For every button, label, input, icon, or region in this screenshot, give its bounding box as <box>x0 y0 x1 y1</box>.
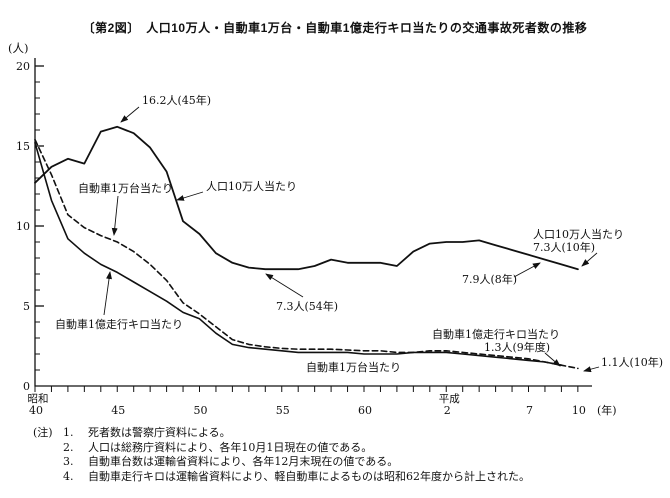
series-per-100k-population-line <box>34 125 579 271</box>
note-row: 2. 人口は総務庁資料により、各年10月1日現在の値である。 <box>33 441 653 456</box>
note-text: 死者数は警察庁資料による。 <box>88 426 231 439</box>
annot-peak-45-arrow <box>120 106 140 123</box>
annot-series-vehicles-label: 自動車1万台当たり <box>78 181 173 195</box>
figure-title: 〔第2図〕 人口10万人・自動車1万台・自動車1億走行キロ当たりの交通事故死者数… <box>82 21 588 35</box>
annot-vehicles-end-arrow <box>583 366 600 373</box>
x-tick-label: 50 <box>194 404 208 417</box>
x-tick-label: 7 <box>526 404 533 417</box>
note-row: 3. 自動車台数は運輸省資料により、各年12月末現在の値である。 <box>33 455 653 470</box>
annot-low-54-label: 7.3人(54年) <box>276 299 338 313</box>
y-tick-label: 20 <box>16 60 30 73</box>
annot-series-vehicles-arrow <box>111 195 119 236</box>
annot-79-h8-label: 7.9人(8年) <box>462 272 517 286</box>
notes-section: (注) 1. 死者数は警察庁資料による。 2. 人口は総務庁資料により、各年10… <box>33 426 653 484</box>
annot-series-km-arrow <box>103 271 113 316</box>
annot-population-end-label: 人口10万人当たり <box>533 227 624 241</box>
x-tick-label: 10 <box>572 404 586 417</box>
x-tick-label: 45 <box>111 404 125 417</box>
note-text: 自動車走行キロは運輸省資料により、軽自動車によるものは昭和62年度から計上された… <box>88 469 531 483</box>
annot-km-end-arrow <box>544 352 561 367</box>
annot-series-population-label: 人口10万人当たり <box>206 179 297 193</box>
x-tick-label: 2 <box>444 404 451 417</box>
y-tick-label: 15 <box>16 140 30 153</box>
notes-label: (注) <box>33 426 53 439</box>
y-tick-label: 5 <box>23 300 30 313</box>
series-per-10k-vehicles-line <box>34 138 579 370</box>
note-row: 4. 自動車走行キロは運輸省資料により、軽自動車によるものは昭和62年度から計上… <box>33 470 653 485</box>
note-number: 2. <box>63 440 74 454</box>
annot-low-54-arrow <box>265 273 304 298</box>
annot-km-end-label: 自動車1億走行キロ当たり <box>432 327 560 341</box>
x-era-label: 平成 <box>439 393 460 405</box>
x-axis-unit: (年) <box>597 403 617 417</box>
x-era-label: 昭和 <box>28 393 49 405</box>
x-tick-label: 55 <box>276 404 290 417</box>
annot-vehicles-end-label: 1.1人(10年) <box>601 355 663 369</box>
annot-series-vehicles-bottom-label: 自動車1万台当たり <box>306 360 401 374</box>
annot-km-end-label: 1.3人(9年度) <box>484 340 550 354</box>
y-tick-label: 0 <box>23 380 30 393</box>
x-tick-label: 40 <box>29 404 43 417</box>
note-row: (注) 1. 死者数は警察庁資料による。 <box>33 426 653 441</box>
note-number: 1. <box>63 426 74 439</box>
y-axis-unit: (人) <box>8 41 28 55</box>
note-text: 自動車台数は運輸省資料により、各年12月末現在の値である。 <box>88 455 399 469</box>
annot-population-end-label: 7.3人(10年) <box>533 240 595 254</box>
note-number: 4. <box>63 469 74 483</box>
note-text: 人口は総務庁資料により、各年10月1日現在の値である。 <box>88 440 373 454</box>
y-tick-label: 10 <box>16 220 30 233</box>
x-tick-label: 60 <box>358 404 372 417</box>
annot-series-population-arrow <box>176 191 204 201</box>
annot-peak-45-label: 16.2人(45年) <box>142 93 211 107</box>
note-number: 3. <box>63 455 74 469</box>
annot-79-h8-arrow <box>513 262 541 278</box>
series-per-100m-km-line <box>34 142 563 366</box>
annot-series-km-label: 自動車1億走行キロ当たり <box>55 317 183 331</box>
annot-population-end-arrow <box>581 252 598 267</box>
